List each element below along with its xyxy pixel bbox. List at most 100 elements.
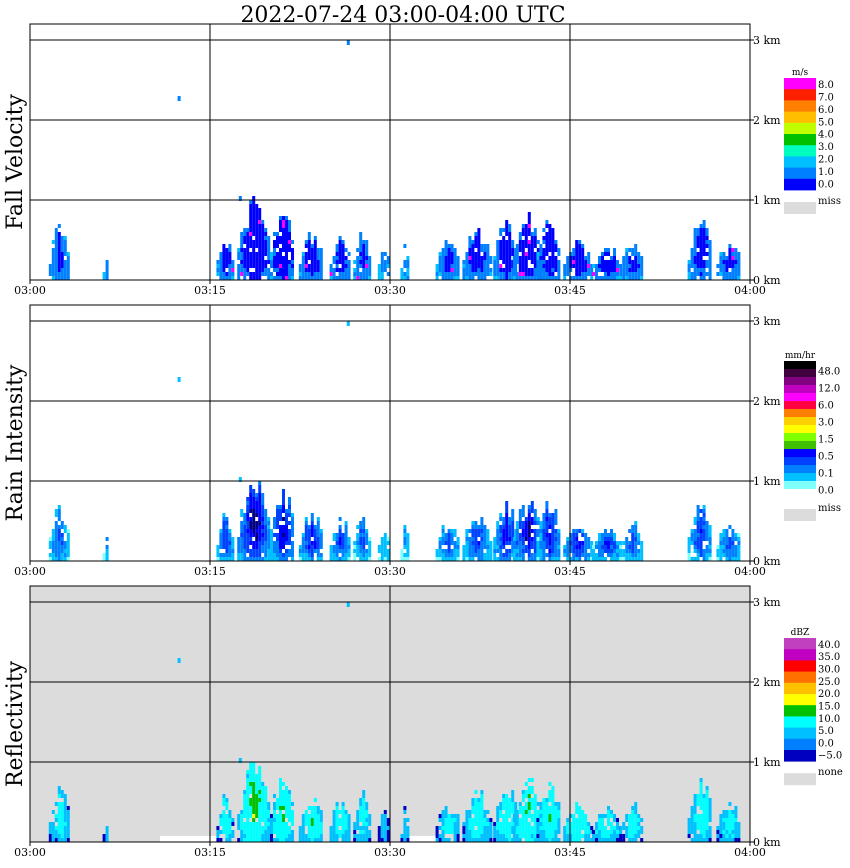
echo-cell	[332, 838, 336, 842]
echo-cell	[696, 509, 700, 513]
echo-cell	[708, 818, 712, 822]
echo-cell	[453, 541, 457, 545]
echo-cell	[54, 232, 58, 236]
echo-cell	[607, 810, 610, 814]
echo-cell	[225, 814, 229, 818]
echo-cell	[502, 244, 506, 248]
echo-cell	[63, 276, 67, 280]
echo-cell	[301, 268, 305, 272]
echo-cell	[450, 822, 454, 826]
echo-cell	[524, 545, 528, 549]
echo-cell	[489, 541, 493, 545]
echo-cell	[359, 260, 363, 264]
echo-cell	[246, 537, 250, 541]
echo-cell	[57, 256, 61, 260]
echo-cell	[505, 822, 509, 826]
echo-cell	[584, 838, 588, 842]
echo-cell	[255, 252, 259, 256]
echo-cell	[276, 236, 279, 240]
echo-cell	[702, 521, 706, 525]
echo-cell	[313, 826, 317, 830]
echo-cell	[444, 806, 448, 810]
echo-cell	[216, 557, 220, 561]
echo-cell	[279, 272, 282, 276]
echo-cell	[335, 276, 339, 280]
echo-cell	[542, 529, 546, 533]
echo-cell	[477, 272, 481, 276]
echo-cell	[480, 810, 484, 814]
echo-cell	[468, 276, 472, 280]
echo-cell	[258, 208, 262, 212]
echo-cell	[54, 830, 58, 834]
echo-cell	[572, 529, 576, 533]
echo-cell	[578, 557, 582, 561]
echo-cell	[527, 268, 531, 272]
echo-cell	[54, 509, 58, 513]
echo-cell	[471, 806, 475, 810]
echo-cell	[344, 248, 348, 252]
echo-cell	[486, 248, 490, 252]
echo-cell	[246, 272, 250, 276]
echo-cell	[386, 818, 390, 822]
echo-cell	[291, 264, 294, 268]
echo-cell	[505, 533, 509, 537]
echo-cell	[332, 830, 336, 834]
echo-cell	[578, 549, 582, 553]
echo-cell	[468, 252, 472, 256]
echo-cell	[524, 252, 528, 256]
echo-cell	[474, 822, 478, 826]
echo-cell	[48, 553, 52, 557]
echo-cell	[435, 268, 439, 272]
echo-cell	[255, 497, 259, 501]
echo-cell	[533, 252, 537, 256]
echo-cell	[285, 260, 288, 264]
echo-cell	[505, 268, 509, 272]
legend-swatch	[784, 361, 816, 370]
echo-cell	[54, 248, 58, 252]
echo-cell	[338, 252, 342, 256]
echo-cell	[63, 268, 67, 272]
legend-unit: m/s	[792, 68, 809, 78]
echo-cell	[616, 541, 619, 545]
echo-cell	[291, 513, 294, 517]
echo-cell	[693, 529, 697, 533]
echo-cell	[474, 533, 478, 537]
echo-cell	[462, 276, 466, 280]
echo-cell	[258, 264, 262, 268]
echo-cell	[631, 252, 635, 256]
echo-cell	[252, 782, 256, 786]
echo-cell	[368, 264, 372, 268]
echo-cell	[456, 545, 460, 549]
echo-cell	[383, 252, 387, 256]
echo-cell	[587, 272, 591, 276]
echo-cell	[282, 826, 285, 830]
echo-cell	[551, 806, 555, 810]
echo-cell	[246, 505, 250, 509]
echo-cell	[279, 513, 282, 517]
echo-cell	[548, 814, 552, 818]
echo-cell	[365, 553, 369, 557]
y-tick-label: 2 km	[753, 676, 781, 689]
echo-cell	[542, 802, 546, 806]
echo-cell	[66, 553, 70, 557]
echo-cell	[483, 838, 487, 842]
echo-cell	[304, 276, 308, 280]
echo-cell	[246, 790, 250, 794]
echo-cell	[508, 521, 512, 525]
echo-cell	[228, 818, 232, 822]
echo-cell	[291, 268, 294, 272]
echo-cell	[731, 256, 735, 260]
echo-cell	[276, 509, 279, 513]
echo-cell	[581, 276, 585, 280]
echo-cell	[551, 557, 555, 561]
echo-cell	[435, 272, 439, 276]
echo-cell	[468, 814, 472, 818]
echo-cell	[105, 276, 109, 280]
echo-cell	[252, 770, 256, 774]
legend-swatch	[784, 100, 816, 112]
legend-label: 2.0	[818, 155, 834, 166]
echo-cell	[696, 794, 700, 798]
echo-cell	[731, 549, 735, 553]
echo-cell	[539, 264, 543, 268]
echo-cell	[276, 256, 279, 260]
